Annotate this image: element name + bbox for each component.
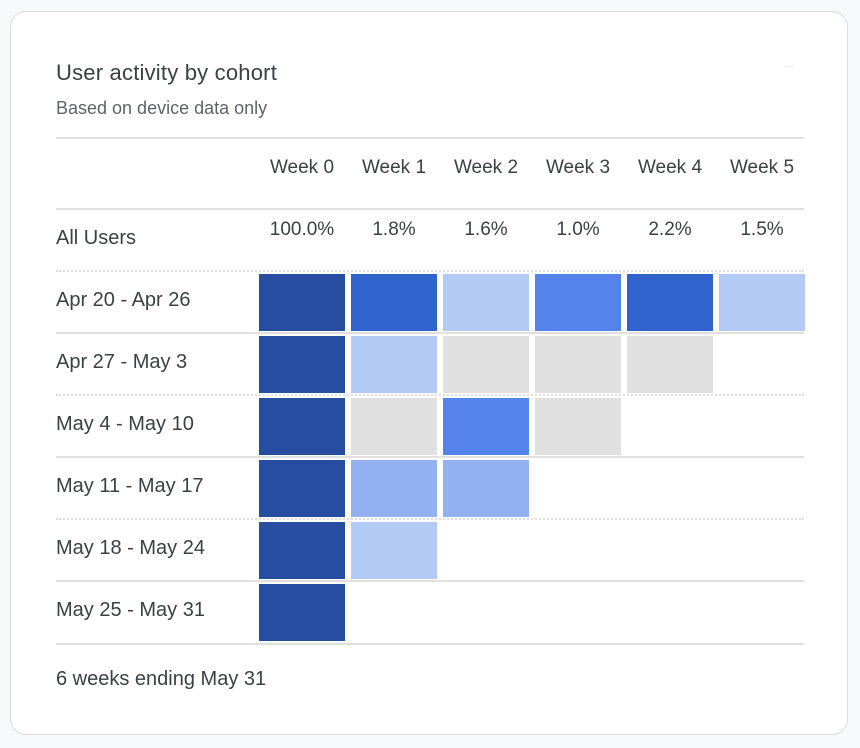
summary-row-label: All Users <box>56 227 137 249</box>
summary-value: 1.0% <box>556 219 600 240</box>
cohort-cell[interactable] <box>443 274 529 331</box>
cohort-cell[interactable] <box>627 336 713 393</box>
column-header: Week 1 <box>361 157 427 178</box>
summary-value: 100.0% <box>269 219 335 240</box>
summary-value: 1.8% <box>372 219 416 240</box>
cohort-cell[interactable] <box>719 274 805 331</box>
summary-value: 1.6% <box>464 219 508 240</box>
row-divider <box>56 456 804 458</box>
cohort-cell[interactable] <box>535 274 621 331</box>
card-subtitle: Based on device data only <box>56 98 268 118</box>
cohort-cell[interactable] <box>259 460 345 517</box>
cohort-cell[interactable] <box>627 274 713 331</box>
column-header: Week 2 <box>453 157 519 178</box>
column-header: Week 0 <box>269 157 335 178</box>
summary-value: 2.2% <box>648 219 692 240</box>
cohort-cell[interactable] <box>443 336 529 393</box>
column-header: Week 4 <box>637 157 703 178</box>
cohort-row-label: May 18 - May 24 <box>56 537 205 559</box>
cohort-cell[interactable] <box>351 274 437 331</box>
row-divider <box>56 332 804 334</box>
summary-value: 1.5% <box>740 219 784 240</box>
cohort-row-label: May 4 - May 10 <box>56 413 194 435</box>
cohort-cell[interactable] <box>351 522 437 579</box>
cohort-cell[interactable] <box>535 336 621 393</box>
cohort-row-label: May 11 - May 17 <box>56 475 204 497</box>
cohort-row-label: May 25 - May 31 <box>56 599 205 621</box>
grid-line-header <box>56 208 804 210</box>
cohort-cell[interactable] <box>351 460 437 517</box>
cohort-cell[interactable] <box>443 398 529 455</box>
cohort-cell[interactable] <box>351 398 437 455</box>
cohort-cell[interactable] <box>259 584 345 641</box>
cohort-cell[interactable] <box>259 336 345 393</box>
date-range-footer[interactable]: 6 weeks ending May 31 <box>56 668 267 690</box>
row-divider <box>56 580 804 582</box>
grid-line-top <box>56 137 804 139</box>
cohort-cell[interactable] <box>351 336 437 393</box>
cohort-cell[interactable] <box>535 398 621 455</box>
cohort-cell[interactable] <box>443 460 529 517</box>
row-divider <box>56 518 804 520</box>
cohort-cell[interactable] <box>259 398 345 455</box>
cohort-cell[interactable] <box>259 274 345 331</box>
column-header: Week 5 <box>729 157 795 178</box>
card-menu-mark <box>787 66 793 67</box>
grid-line-bottom <box>56 643 804 645</box>
column-header: Week 3 <box>545 157 611 178</box>
cohort-cell[interactable] <box>259 522 345 579</box>
card-title: User activity by cohort <box>56 60 278 85</box>
cohort-card: User activity by cohort Based on device … <box>10 11 848 735</box>
row-divider <box>56 270 804 272</box>
cohort-row-label: Apr 27 - May 3 <box>56 351 188 373</box>
cohort-row-label: Apr 20 - Apr 26 <box>56 289 191 311</box>
row-divider <box>56 394 804 396</box>
